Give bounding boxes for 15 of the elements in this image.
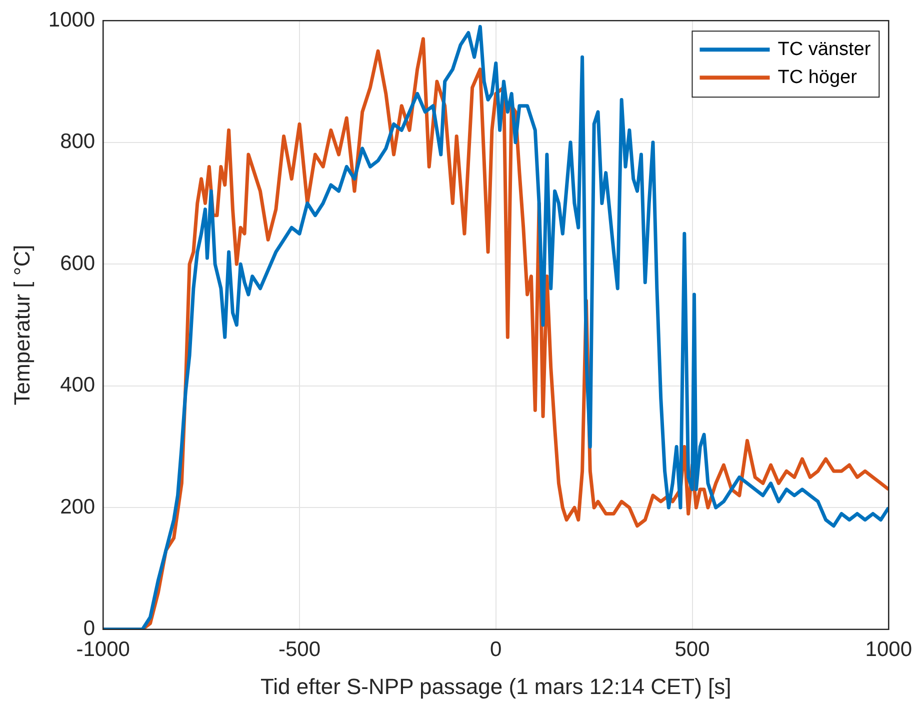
x-tick-label: -1000 <box>76 638 130 661</box>
x-tick-label: -500 <box>278 638 321 661</box>
y-axis-title: Temperatur [ °C] <box>9 244 34 406</box>
x-axis-title: Tid efter S-NPP passage (1 mars 12:14 CET) [s] <box>260 674 732 699</box>
y-tick-label: 0 <box>83 617 96 640</box>
y-tick-label: 600 <box>60 252 96 275</box>
x-tick-label: 0 <box>490 638 502 661</box>
y-tick-label: 200 <box>60 495 96 518</box>
y-tick-label: 1000 <box>48 8 96 32</box>
y-tick-label: 400 <box>60 374 96 397</box>
legend-label: TC vänster <box>778 38 872 60</box>
x-tick-label: 500 <box>674 638 710 661</box>
legend-label: TC höger <box>778 66 858 88</box>
y-tick-label: 800 <box>60 130 96 154</box>
x-tick-label: 1000 <box>865 638 912 661</box>
